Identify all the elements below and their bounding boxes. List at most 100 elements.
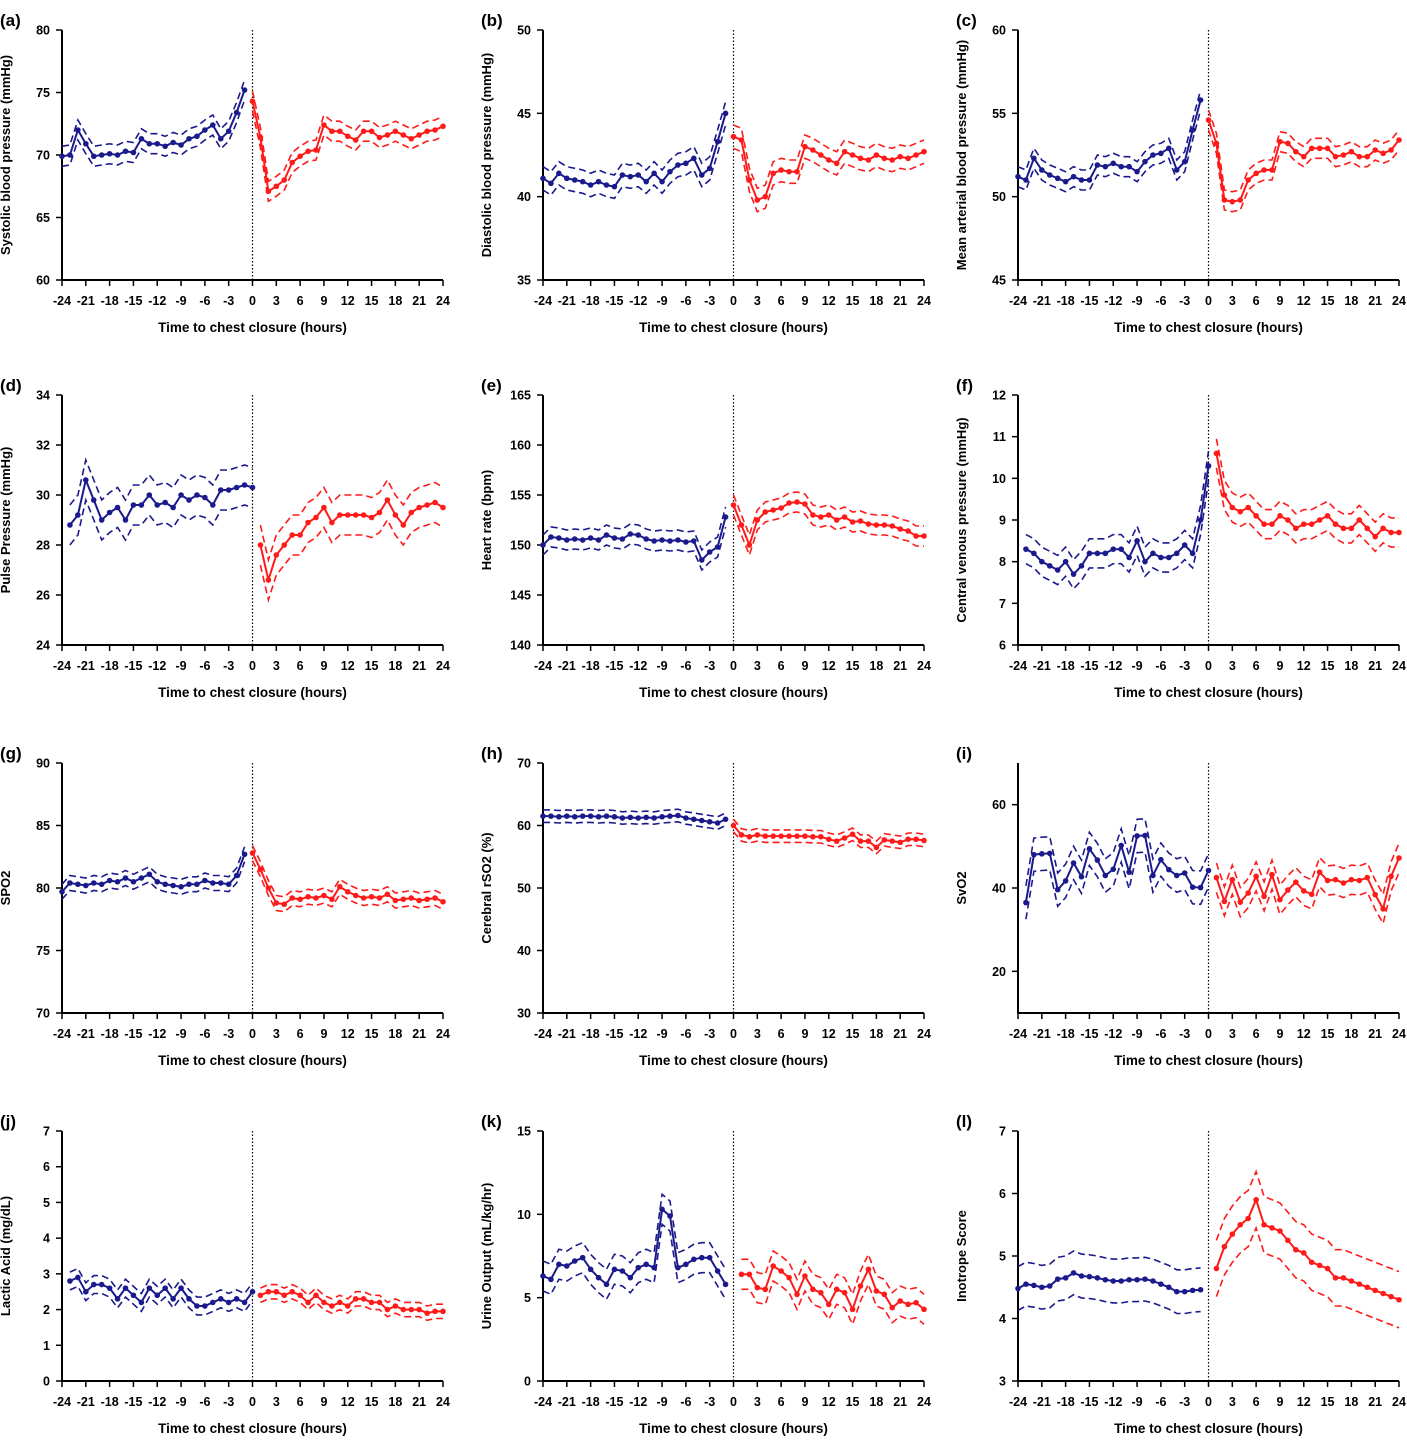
mean-point [913, 836, 919, 843]
mean-point [384, 497, 391, 503]
mean-point [360, 1296, 367, 1302]
mean-point [1269, 1225, 1275, 1231]
mean-point [202, 1303, 208, 1309]
mean-point [722, 110, 729, 117]
panel-label: (d) [0, 376, 22, 395]
mean-point [98, 517, 105, 523]
mean-point [186, 881, 192, 888]
mean-point [627, 1274, 634, 1281]
y-tick-label: 6 [43, 1160, 50, 1174]
x-tick-label: 6 [297, 294, 304, 308]
mean-point [1253, 873, 1259, 880]
mean-point [1070, 571, 1077, 577]
mean-point [305, 1299, 311, 1306]
mean-point [897, 839, 903, 846]
mean-point [857, 518, 864, 524]
mean-point [67, 152, 73, 158]
x-tick-label: -15 [605, 659, 623, 673]
mean-point [225, 1299, 232, 1306]
chart-panel: (d) 24 26 28 30 32 34 -24 -21 -18 -15 -12 -9 -6 -3 0 3 6 9… [0, 376, 450, 700]
x-tick-label: -12 [629, 659, 647, 673]
mean-point [1245, 1215, 1251, 1222]
mean-point [714, 1268, 721, 1274]
mean-point [849, 1306, 856, 1313]
mean-point [1039, 558, 1045, 565]
lower-ci-line [1215, 467, 1399, 553]
mean-point [825, 157, 832, 163]
mean-point [376, 1299, 383, 1306]
mean-point [1300, 888, 1307, 894]
x-tick-label: -12 [148, 659, 166, 673]
y-tick-label: 140 [510, 639, 531, 653]
mean-point [738, 522, 745, 528]
mean-point [691, 1256, 697, 1263]
x-tick-label: -15 [1080, 1027, 1098, 1041]
y-tick-label: 70 [36, 1007, 50, 1021]
mean-point [1054, 886, 1061, 893]
mean-point [698, 1254, 705, 1261]
y-tick-label: 4 [43, 1232, 50, 1246]
mean-point [1308, 1259, 1315, 1266]
x-tick-label: 9 [1276, 1395, 1283, 1409]
panel-label: (b) [481, 11, 503, 30]
y-tick-label: 34 [36, 389, 50, 403]
mean-point [1126, 1276, 1132, 1283]
mean-point [905, 155, 911, 162]
mean-point [1134, 833, 1140, 839]
mean-point [1046, 1283, 1053, 1289]
mean-point [225, 128, 232, 135]
mean-point [313, 1292, 319, 1299]
mean-point [1102, 550, 1109, 557]
x-tick-label: -24 [53, 1027, 71, 1041]
mean-point [416, 132, 422, 138]
x-tick-label: 0 [730, 1027, 737, 1041]
mean-point [579, 813, 586, 819]
mean-point [146, 871, 153, 878]
x-tick-label: 0 [249, 1027, 256, 1041]
mean-point [810, 512, 816, 518]
x-tick-label: -21 [1033, 1395, 1051, 1409]
mean-point [1229, 1231, 1236, 1237]
mean-point [360, 128, 367, 135]
mean-point [881, 522, 888, 528]
mean-point [889, 157, 896, 163]
mean-point [416, 1306, 422, 1313]
mean-point [1308, 891, 1315, 898]
y-axis-title: Pulse Pressure (mmHg) [0, 447, 13, 594]
mean-point [257, 134, 264, 141]
x-tick-label: 12 [822, 659, 836, 673]
x-tick-label: 12 [822, 1395, 836, 1409]
mean-point [154, 1292, 161, 1299]
mean-point [857, 155, 864, 162]
x-tick-label: -21 [1033, 1027, 1051, 1041]
upper-ci-line [1017, 1250, 1201, 1271]
x-tick-label: 3 [273, 294, 280, 308]
x-tick-label: 6 [1253, 294, 1260, 308]
mean-point [881, 155, 888, 162]
mean-point [297, 532, 303, 538]
x-tick-label: 18 [869, 1027, 883, 1041]
x-tick-label: -12 [148, 294, 166, 308]
mean-point [1261, 893, 1267, 900]
mean-line [741, 1264, 925, 1312]
mean-point [841, 1289, 848, 1296]
x-tick-label: -24 [1009, 1027, 1027, 1041]
mean-point [170, 504, 176, 511]
mean-point [1221, 1243, 1228, 1250]
mean-point [225, 487, 232, 493]
mean-point [392, 128, 399, 135]
chart-panel: (k) 0 5 10 15 -24 -21 -18 -15 -12 -9 -6 -3 0 3 6 9 12 15 18… [479, 1112, 931, 1436]
x-tick-label: -9 [176, 294, 187, 308]
mean-point [651, 1264, 657, 1271]
x-tick-label: 0 [1205, 1395, 1212, 1409]
upper-ci-line [732, 491, 924, 538]
mean-point [1062, 1275, 1069, 1281]
mean-point [897, 153, 903, 160]
mean-point [114, 878, 121, 885]
mean-point [1086, 550, 1093, 557]
mean-point [778, 505, 784, 511]
x-tick-label: 21 [1368, 1395, 1382, 1409]
x-tick-label: 15 [365, 1027, 379, 1041]
mean-point [1324, 513, 1331, 519]
x-tick-label: -9 [657, 1395, 668, 1409]
